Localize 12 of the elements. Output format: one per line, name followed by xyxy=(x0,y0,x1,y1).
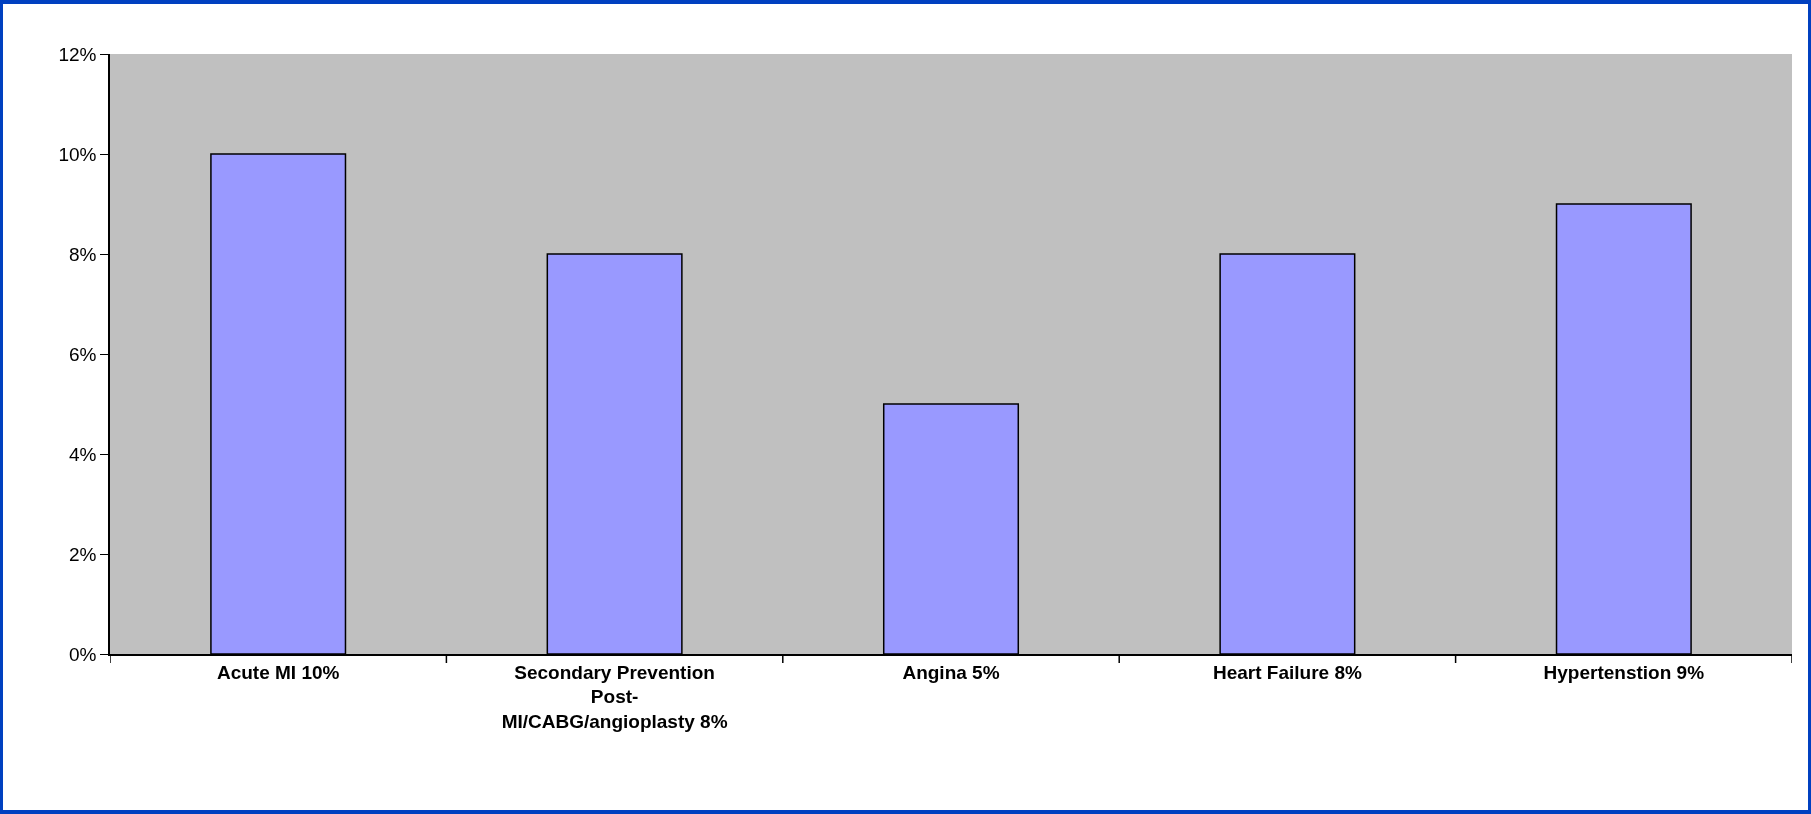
x-tick-label: Secondary Prevention Post-MI/CABG/angioplasty 8% xyxy=(501,661,728,732)
y-tick-label: 4% xyxy=(68,443,97,465)
y-tick-label: 12% xyxy=(58,43,97,65)
y-tick-label: 10% xyxy=(58,143,97,165)
x-tick-label: Angina 5% xyxy=(902,661,1000,683)
x-tick-label: Heart Failure 8% xyxy=(1212,661,1362,683)
y-tick-label: 2% xyxy=(68,543,97,565)
y-tick-label: 6% xyxy=(68,343,97,365)
y-tick-label: 8% xyxy=(68,243,97,265)
y-tick-label: 0% xyxy=(68,643,97,665)
x-tick-label: Hypertenstion 9% xyxy=(1543,661,1705,683)
x-tick-label: Acute MI 10% xyxy=(216,661,340,683)
